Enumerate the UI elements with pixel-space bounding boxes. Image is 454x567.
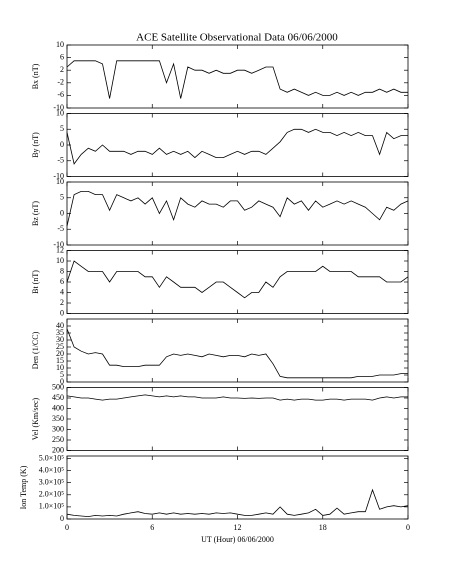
y-tick-label: 350 [52, 414, 64, 423]
y-tick-label: 5 [60, 193, 64, 202]
y-tick-label: 0 [60, 377, 64, 386]
y-tick-label: 10 [56, 363, 64, 372]
y-tick-label: 10 [56, 40, 64, 49]
y-tick-label: 5 [60, 124, 64, 133]
x-tick-label: 6 [150, 523, 154, 532]
y-tick-label: 4 [60, 287, 64, 296]
y-axis-label: By (nT) [31, 132, 40, 158]
y-tick-label: 2 [60, 65, 64, 74]
y-tick-label: 30 [56, 335, 64, 344]
y-tick-label: -5 [57, 224, 64, 233]
y-tick-label: 5.0×10⁵ [39, 453, 65, 462]
y-tick-label: -6 [57, 90, 64, 99]
y-tick-label: 8 [60, 266, 64, 275]
y-tick-label: -2 [57, 78, 64, 87]
y-tick-label: 2 [60, 298, 64, 307]
y-tick-label: -10 [53, 171, 64, 180]
y-tick-label: 0 [60, 514, 64, 523]
x-tick-label: 0 [65, 523, 69, 532]
y-tick-label: 15 [56, 356, 64, 365]
data-line [66, 260, 409, 299]
y-tick-label: 35 [56, 328, 64, 337]
y-tick-label: 450 [52, 393, 64, 402]
y-tick-label: 20 [56, 349, 64, 358]
y-axis-label: Vel (Km/sec) [31, 397, 40, 440]
y-tick-label: 0 [60, 308, 64, 317]
y-tick-label: 0 [60, 208, 64, 217]
data-line [66, 488, 409, 518]
y-axis-label: Bz (nT) [31, 201, 40, 226]
x-tick-label: 18 [319, 523, 327, 532]
y-tick-label: 5 [60, 370, 64, 379]
y-tick-label: 4.0×10⁵ [39, 465, 65, 474]
data-line [66, 328, 408, 379]
y-tick-label: 10 [56, 256, 64, 265]
y-tick-label: 400 [52, 403, 64, 412]
x-tick-label: 0 [406, 523, 410, 532]
y-tick-label: 6 [60, 52, 64, 61]
chart-title: ACE Satellite Observational Data 06/06/2… [136, 32, 338, 44]
y-tick-label: -10 [53, 103, 64, 112]
y-axis-label: Bt (nT) [31, 270, 40, 294]
x-axis-label: UT (Hour) 06/06/2000 [201, 535, 274, 544]
y-tick-label: -10 [53, 240, 64, 249]
x-tick-label: 12 [234, 523, 242, 532]
y-axis-label: Bx (nT) [31, 63, 40, 89]
y-tick-label: 0 [60, 140, 64, 149]
y-tick-label: 1.0×10⁵ [39, 502, 65, 511]
y-tick-label: 500 [52, 382, 64, 391]
data-line [66, 191, 409, 227]
y-tick-label: 10 [56, 177, 64, 186]
y-tick-label: 12 [56, 245, 64, 254]
y-tick-label: 250 [52, 435, 64, 444]
y-tick-label: 6 [60, 277, 64, 286]
y-tick-label: 25 [56, 342, 64, 351]
data-line [66, 394, 408, 401]
y-tick-label: 200 [52, 445, 64, 454]
data-line [66, 60, 408, 99]
y-tick-label: -5 [57, 156, 64, 165]
y-tick-label: 2.0×10⁵ [39, 490, 65, 499]
data-line [66, 128, 408, 165]
y-tick-label: 10 [56, 108, 64, 117]
y-axis-label: Ion Temp (K) [19, 465, 28, 509]
y-tick-label: 300 [52, 424, 64, 433]
y-tick-label: 3.0×10⁵ [39, 477, 65, 486]
y-tick-label: 40 [56, 321, 64, 330]
y-axis-label: Den (1/CC) [31, 331, 40, 369]
